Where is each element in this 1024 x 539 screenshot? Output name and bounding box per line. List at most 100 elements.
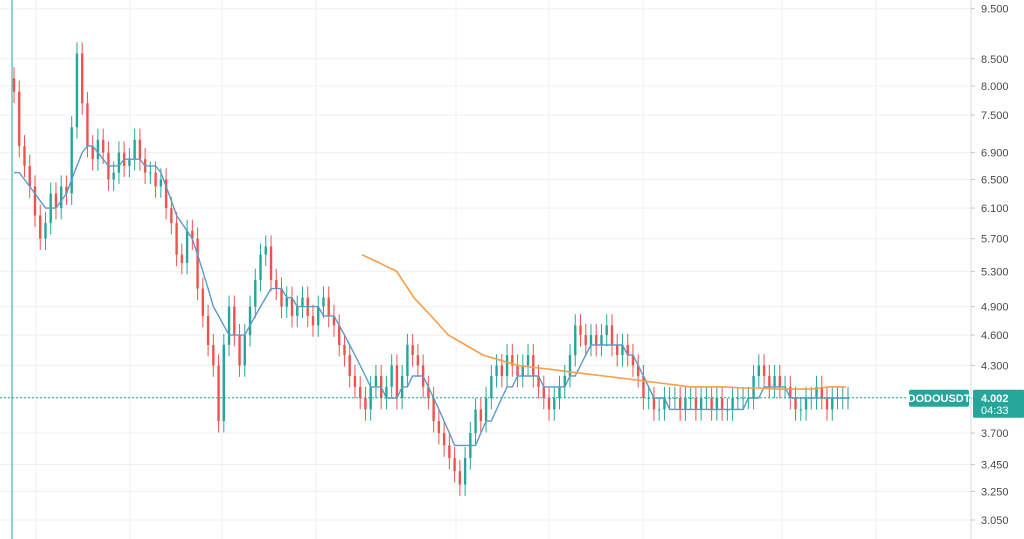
candle-body-103 xyxy=(553,397,556,410)
ma-long-line xyxy=(361,253,846,390)
bar-countdown: 04:33 xyxy=(981,405,1009,417)
candle-139 xyxy=(741,386,745,410)
candle-body-126 xyxy=(673,397,677,399)
candle-111 xyxy=(595,323,598,357)
candle-145 xyxy=(773,364,776,399)
candle-15 xyxy=(91,135,94,171)
candle-body-128 xyxy=(684,397,687,410)
candle-46 xyxy=(254,268,257,319)
candle-body-130 xyxy=(694,397,698,410)
candle-body-108 xyxy=(579,325,582,336)
candle-105 xyxy=(563,364,566,399)
candle-body-17 xyxy=(101,139,105,153)
candle-body-39 xyxy=(217,365,220,422)
candle-11 xyxy=(70,116,73,205)
candle-body-47 xyxy=(259,254,262,280)
candle-body-154 xyxy=(820,386,823,398)
candle-149 xyxy=(794,386,797,421)
candle-22 xyxy=(128,148,131,178)
candle-44 xyxy=(243,323,246,377)
candle-body-8 xyxy=(54,193,58,209)
candle-69 xyxy=(374,364,378,399)
candle-104 xyxy=(558,375,561,410)
candle-body-76 xyxy=(411,344,414,356)
candle-body-144 xyxy=(768,376,771,387)
candle-126 xyxy=(673,386,677,410)
candle-body-141 xyxy=(752,376,755,398)
candle-53 xyxy=(290,286,294,328)
candle-34 xyxy=(191,219,194,250)
y-tick-label-13: 3.700 xyxy=(981,428,1009,440)
y-tick-label-7: 5.700 xyxy=(981,234,1009,246)
candle-4 xyxy=(33,175,37,227)
candle-144 xyxy=(768,364,771,399)
candle-body-59 xyxy=(322,297,325,307)
candle-body-28 xyxy=(159,179,163,187)
y-tick-label-14: 3.450 xyxy=(981,460,1009,472)
candle-77 xyxy=(416,343,420,377)
candle-body-6 xyxy=(44,223,47,239)
candle-117 xyxy=(626,333,629,367)
candle-50 xyxy=(275,268,278,301)
candle-35 xyxy=(196,227,199,301)
candle-body-67 xyxy=(364,397,367,410)
y-tick-label-5: 6.500 xyxy=(981,174,1009,186)
candle-body-38 xyxy=(212,344,215,366)
candle-body-52 xyxy=(285,297,288,307)
candle-107 xyxy=(574,314,577,367)
candle-112 xyxy=(600,323,603,357)
candle-67 xyxy=(364,386,367,421)
candle-body-96 xyxy=(516,365,519,377)
candle-47 xyxy=(259,243,262,292)
candle-32 xyxy=(180,243,184,275)
candle-64 xyxy=(348,343,351,388)
candle-120 xyxy=(642,364,645,410)
candle-135 xyxy=(720,386,724,421)
candle-95 xyxy=(511,343,514,377)
candle-43 xyxy=(238,323,241,377)
candle-1 xyxy=(18,80,21,158)
candle-body-72 xyxy=(390,365,393,387)
candle-91 xyxy=(490,364,493,410)
candle-body-43 xyxy=(238,335,241,366)
symbol-badge: DODOUSDT xyxy=(908,389,971,407)
candle-96 xyxy=(516,354,519,388)
candle-76 xyxy=(411,333,414,367)
candle-body-9 xyxy=(60,186,63,209)
candle-body-57 xyxy=(311,315,315,326)
candle-58 xyxy=(317,295,320,337)
candle-body-106 xyxy=(568,355,572,377)
candle-body-27 xyxy=(154,172,157,187)
candle-body-114 xyxy=(610,325,614,345)
candle-body-102 xyxy=(547,397,551,410)
candle-body-26 xyxy=(149,172,152,174)
candle-body-22 xyxy=(128,159,131,166)
candle-body-135 xyxy=(720,397,724,410)
y-tick-label-16: 3.050 xyxy=(981,515,1009,527)
candle-body-82 xyxy=(442,433,446,446)
candle-body-118 xyxy=(631,355,635,366)
candle-body-49 xyxy=(269,246,273,280)
candle-154 xyxy=(820,375,823,410)
candle-82 xyxy=(442,421,446,457)
candle-body-44 xyxy=(243,335,246,366)
candle-132 xyxy=(705,386,708,410)
candle-88 xyxy=(474,398,477,445)
candle-134 xyxy=(715,386,719,421)
candle-body-3 xyxy=(28,165,31,187)
candle-142 xyxy=(757,354,761,388)
candle-75 xyxy=(406,333,409,388)
price-axis[interactable]: 9.500 8.500 8.000 7.500 6.900 6.500 6.100 5.700… xyxy=(971,4,1009,527)
candle-body-119 xyxy=(636,365,640,377)
candle-72 xyxy=(390,354,393,399)
candle-148 xyxy=(789,375,792,410)
candle-65 xyxy=(353,364,357,399)
candle-body-139 xyxy=(741,397,745,399)
candle-body-2 xyxy=(23,146,26,166)
candle-body-32 xyxy=(180,254,184,263)
candle-body-69 xyxy=(374,376,378,387)
candle-94 xyxy=(505,343,509,388)
candle-body-5 xyxy=(39,215,42,239)
candle-body-93 xyxy=(500,365,504,377)
